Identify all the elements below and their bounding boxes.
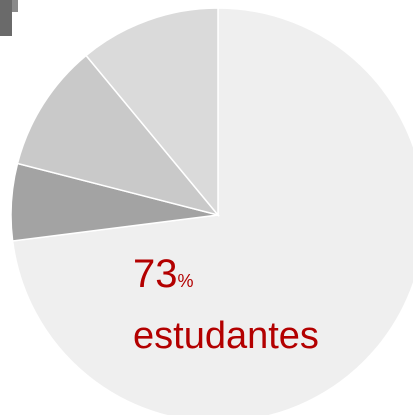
icon-body [0, 0, 12, 36]
category-label: estudantes [133, 315, 319, 357]
value-label: 73% [133, 252, 194, 296]
icon-fragment [0, 0, 18, 36]
pie-slice [16, 54, 221, 217]
pie-slice [84, 7, 219, 218]
pie-slice [11, 7, 413, 415]
icon-edge [12, 0, 18, 12]
